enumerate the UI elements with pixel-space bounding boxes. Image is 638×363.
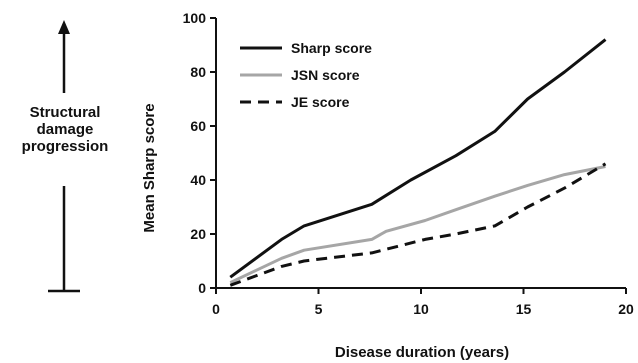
side-label-line-3: progression <box>21 138 109 155</box>
structural-damage-label: Structural damage progression <box>0 104 130 155</box>
side-label-line-1: Structural <box>29 104 101 121</box>
progression-arrowhead <box>58 20 70 34</box>
side-label-line-2: damage <box>36 121 94 138</box>
x-tick-label: 20 <box>618 301 634 317</box>
y-tick-label: 60 <box>190 118 206 134</box>
legend: Sharp score JSN score JE score <box>240 40 372 110</box>
legend-label: JE score <box>291 94 350 110</box>
x-tick-label: 10 <box>413 301 429 317</box>
series-line-jsn-score <box>229 165 606 284</box>
x-tick-label: 0 <box>212 301 220 317</box>
legend-label: Sharp score <box>291 40 372 56</box>
series-group <box>229 38 607 287</box>
y-tick-label: 20 <box>190 226 206 242</box>
axes: 0 20 40 60 80 100 0 5 10 15 20 <box>183 10 634 317</box>
y-tick-label: 40 <box>190 172 206 188</box>
x-tick-label: 5 <box>315 301 323 317</box>
series-line-sharp-score <box>229 38 607 279</box>
y-tick-label: 80 <box>190 64 206 80</box>
legend-label: JSN score <box>291 67 360 83</box>
y-tick-label: 0 <box>198 280 206 296</box>
x-tick-label: 15 <box>516 301 532 317</box>
y-axis-label: Mean Sharp score <box>141 103 158 232</box>
progression-arrow <box>48 20 80 293</box>
series-line-je-score <box>229 162 607 287</box>
x-axis-label: Disease duration (years) <box>335 344 509 361</box>
y-tick-label: 100 <box>183 10 207 26</box>
